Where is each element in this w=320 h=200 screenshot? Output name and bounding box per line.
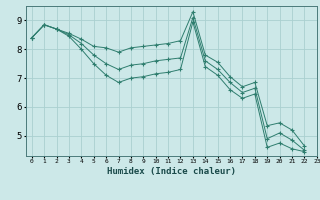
X-axis label: Humidex (Indice chaleur): Humidex (Indice chaleur): [107, 167, 236, 176]
